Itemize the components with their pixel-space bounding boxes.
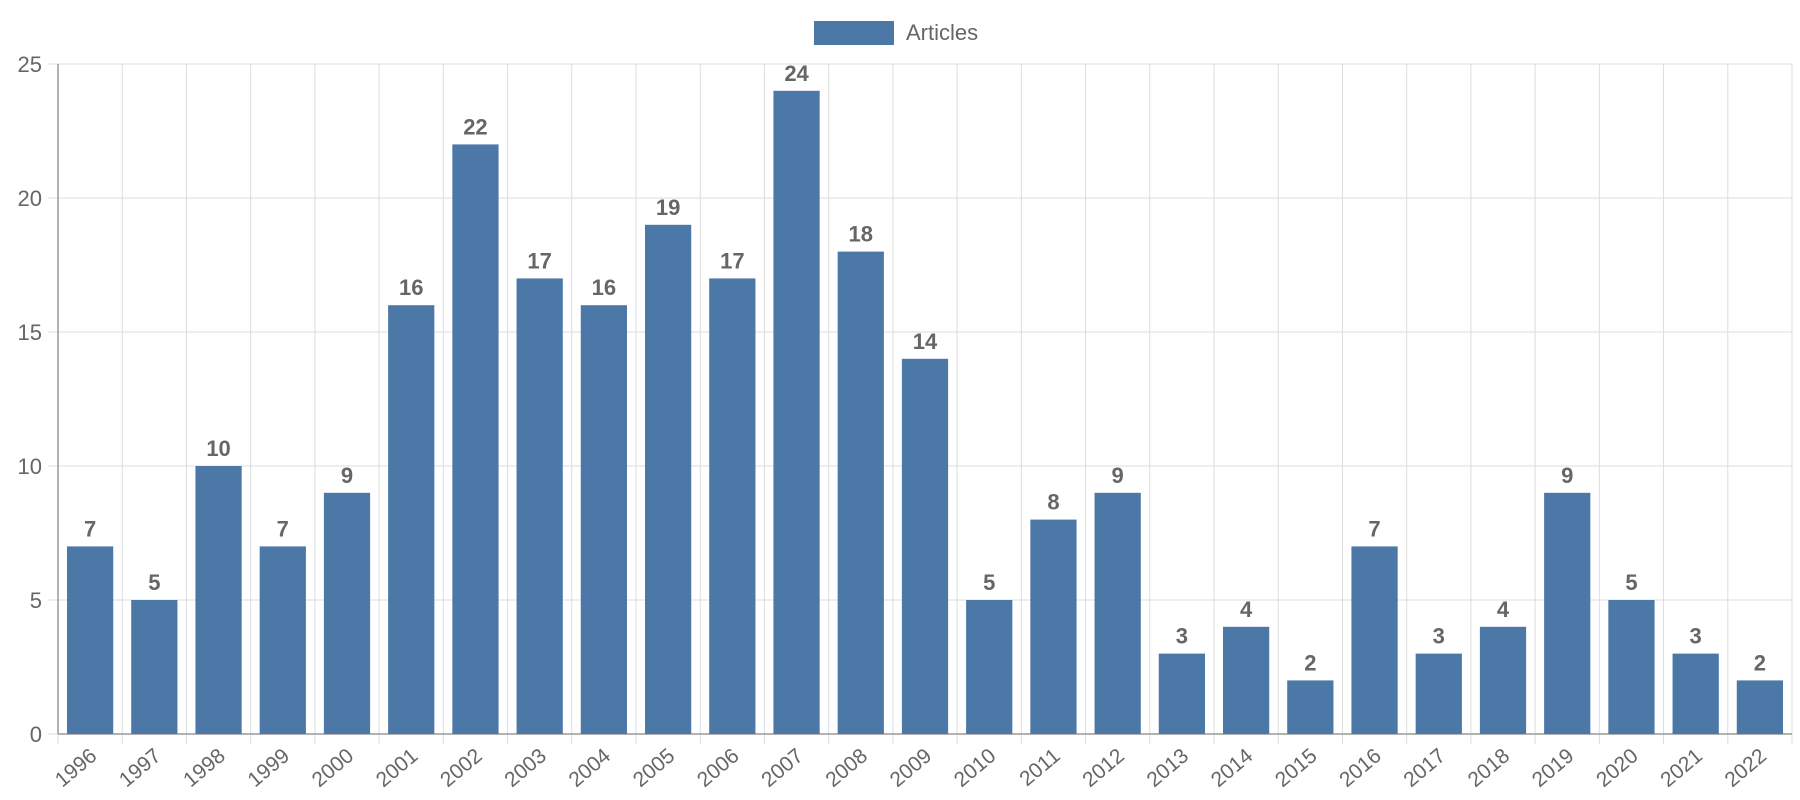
data-label-2011: 8 [1047, 490, 1059, 515]
data-label-2016: 7 [1368, 516, 1380, 541]
bar-2015 [1287, 680, 1334, 734]
data-label-2010: 5 [983, 570, 995, 595]
x-tick-label: 2011 [1015, 744, 1064, 791]
y-tick-label: 15 [18, 320, 42, 345]
data-label-2004: 16 [592, 275, 616, 300]
data-label-2003: 17 [527, 248, 551, 273]
x-tick-label: 2020 [1592, 744, 1643, 792]
data-label-2000: 9 [341, 463, 353, 488]
x-tick-label: 2003 [500, 744, 551, 792]
data-label-2018: 4 [1497, 597, 1510, 622]
data-label-2005: 19 [656, 195, 680, 220]
x-tick-label: 1998 [179, 744, 230, 792]
x-tick-label: 2021 [1656, 744, 1707, 792]
bar-2002 [452, 144, 499, 734]
bar-2020 [1608, 600, 1655, 734]
data-label-2012: 9 [1112, 463, 1124, 488]
bar-2008 [837, 251, 884, 734]
bar-2018 [1479, 626, 1527, 734]
data-label-2019: 9 [1561, 463, 1573, 488]
data-label-1998: 10 [206, 436, 230, 461]
bar-2019 [1544, 492, 1591, 734]
data-label-1996: 7 [84, 516, 96, 541]
data-label-1999: 7 [277, 516, 289, 541]
bar-2013 [1158, 653, 1206, 734]
bar-2022 [1736, 680, 1784, 734]
bar-2003 [516, 278, 563, 734]
x-tick-label: 2013 [1143, 744, 1194, 792]
data-label-2013: 3 [1176, 624, 1188, 649]
bar-2016 [1351, 546, 1398, 734]
bar-2011 [1030, 519, 1077, 734]
y-tick-label: 10 [18, 454, 42, 479]
bar-2005 [644, 224, 692, 735]
data-label-2015: 2 [1304, 650, 1316, 675]
data-label-2006: 17 [720, 248, 744, 273]
grid [48, 63, 1793, 744]
data-label-2021: 3 [1690, 624, 1702, 649]
data-labels: 7 5 10 7 9 16 22 17 16 19 17 24 18 14 5 8 9 3 4 2 7 3 4 9 5 3 2 [84, 61, 1766, 676]
bar-1998 [195, 466, 242, 734]
y-tick-label: 5 [30, 588, 42, 613]
data-label-2008: 18 [849, 222, 873, 247]
bar-2014 [1222, 626, 1270, 734]
bar-2012 [1094, 492, 1141, 734]
x-tick-label: 2018 [1464, 744, 1515, 792]
bar-2001 [388, 305, 435, 734]
x-tick-label: 1996 [51, 744, 102, 792]
bar-2007 [773, 90, 820, 735]
data-label-2009: 14 [913, 329, 938, 354]
x-tick-label: 2015 [1271, 744, 1322, 792]
data-label-1997: 5 [148, 570, 160, 595]
bar-2004 [580, 305, 628, 734]
x-tick-label: 2010 [950, 744, 1001, 792]
x-tick-label: 2022 [1721, 744, 1772, 792]
legend: Articles [814, 20, 978, 45]
data-label-2002: 22 [463, 114, 487, 139]
y-tick-label: 0 [30, 722, 42, 747]
data-label-2001: 16 [399, 275, 423, 300]
x-axis-ticks: 1996 1997 1998 1999 2000 2001 2002 2003 2004 2005… [51, 744, 1771, 792]
bar-2006 [709, 278, 756, 734]
y-tick-label: 20 [18, 186, 42, 211]
bar-2009 [901, 358, 949, 734]
x-tick-label: 1997 [115, 744, 166, 792]
x-tick-label: 2008 [821, 744, 872, 792]
bar-2010 [966, 600, 1013, 734]
bar-2017 [1415, 653, 1462, 734]
y-axis-ticks: 0 5 10 15 20 25 [18, 52, 42, 747]
y-tick-label: 25 [18, 52, 42, 77]
bar-2000 [323, 492, 371, 734]
data-label-2022: 2 [1754, 650, 1766, 675]
x-tick-label: 2016 [1335, 744, 1386, 792]
x-tick-label: 2002 [436, 744, 487, 792]
bar-1999 [259, 546, 306, 734]
x-tick-label: 1999 [243, 744, 294, 792]
legend-label-articles: Articles [906, 20, 978, 45]
legend-swatch [814, 21, 894, 45]
data-label-2017: 3 [1433, 624, 1445, 649]
data-label-2014: 4 [1240, 597, 1253, 622]
bar-2021 [1672, 653, 1719, 734]
x-tick-label: 2009 [886, 744, 937, 792]
bar-1997 [131, 600, 178, 734]
bars [66, 90, 1784, 735]
x-tick-label: 2012 [1078, 744, 1129, 792]
x-tick-label: 2005 [629, 744, 680, 792]
x-tick-label: 2014 [1207, 744, 1258, 792]
data-label-2020: 5 [1625, 570, 1637, 595]
x-tick-label: 2000 [308, 744, 359, 792]
x-tick-label: 2001 [372, 744, 423, 792]
x-tick-label: 2006 [693, 744, 744, 792]
x-tick-label: 2007 [757, 744, 808, 792]
x-tick-label: 2004 [565, 744, 616, 792]
x-tick-label: 2017 [1399, 744, 1450, 792]
bar-1996 [66, 546, 114, 734]
data-label-2007: 24 [784, 61, 809, 86]
x-tick-label: 2019 [1528, 744, 1579, 792]
